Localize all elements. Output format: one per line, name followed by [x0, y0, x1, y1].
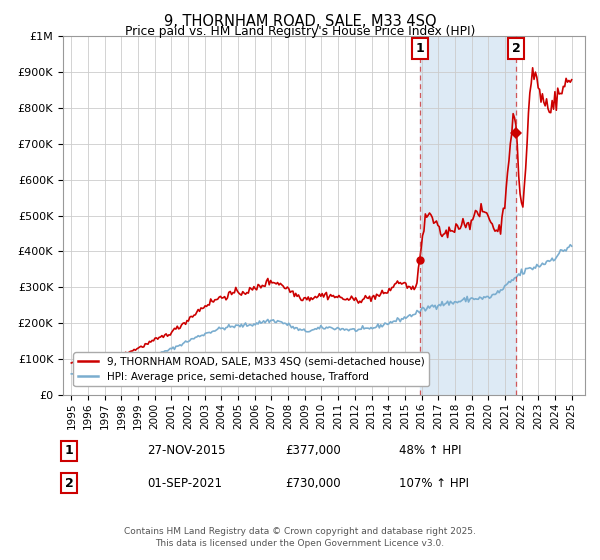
Text: 2: 2: [65, 477, 73, 490]
Text: 9, THORNHAM ROAD, SALE, M33 4SQ: 9, THORNHAM ROAD, SALE, M33 4SQ: [164, 14, 436, 29]
Text: 27-NOV-2015: 27-NOV-2015: [147, 444, 226, 458]
Text: £730,000: £730,000: [285, 477, 341, 490]
Text: £377,000: £377,000: [285, 444, 341, 458]
Text: 1: 1: [65, 444, 73, 458]
Text: 107% ↑ HPI: 107% ↑ HPI: [399, 477, 469, 490]
Text: Contains HM Land Registry data © Crown copyright and database right 2025.
This d: Contains HM Land Registry data © Crown c…: [124, 527, 476, 548]
Text: 48% ↑ HPI: 48% ↑ HPI: [399, 444, 461, 458]
Bar: [420, 36, 516, 395]
Text: 01-SEP-2021: 01-SEP-2021: [147, 477, 222, 490]
Legend: 9, THORNHAM ROAD, SALE, M33 4SQ (semi-detached house), HPI: Average price, semi-: 9, THORNHAM ROAD, SALE, M33 4SQ (semi-de…: [73, 352, 428, 386]
Text: 1: 1: [416, 42, 424, 55]
Text: Price paid vs. HM Land Registry's House Price Index (HPI): Price paid vs. HM Land Registry's House …: [125, 25, 475, 38]
Text: 2: 2: [512, 42, 520, 55]
